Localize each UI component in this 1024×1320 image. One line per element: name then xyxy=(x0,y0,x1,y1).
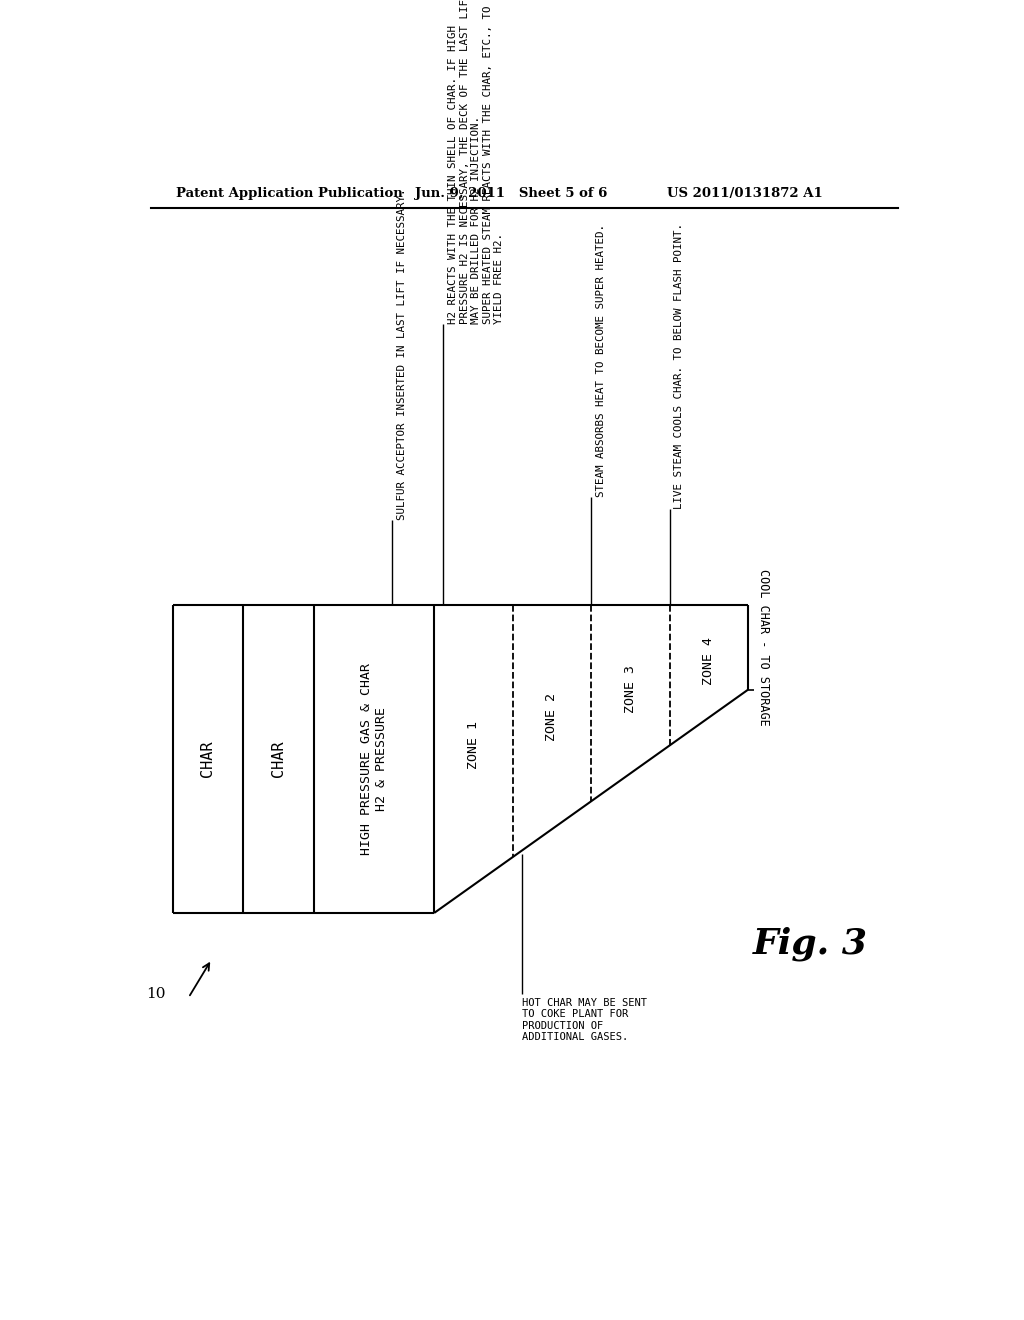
Text: STEAM ABSORBS HEAT TO BECOME SUPER HEATED.: STEAM ABSORBS HEAT TO BECOME SUPER HEATE… xyxy=(596,224,606,498)
Text: LIVE STEAM COOLS CHAR. TO BELOW FLASH POINT.: LIVE STEAM COOLS CHAR. TO BELOW FLASH PO… xyxy=(674,223,684,508)
Text: ZONE 1: ZONE 1 xyxy=(467,721,480,770)
Text: H2 REACTS WITH THE THIN SHELL OF CHAR. IF HIGH
PRESSURE H2 IS NECESSARY, THE DEC: H2 REACTS WITH THE THIN SHELL OF CHAR. I… xyxy=(449,0,505,323)
Text: HOT CHAR MAY BE SENT
TO COKE PLANT FOR
PRODUCTION OF
ADDITIONAL GASES.: HOT CHAR MAY BE SENT TO COKE PLANT FOR P… xyxy=(522,998,647,1043)
Text: CHAR: CHAR xyxy=(201,741,215,777)
Text: 10: 10 xyxy=(145,987,165,1001)
Text: Fig. 3: Fig. 3 xyxy=(753,927,867,961)
Text: ZONE 2: ZONE 2 xyxy=(546,693,558,741)
Text: SULFUR ACCEPTOR INSERTED IN LAST LIFT IF NECESSARY.: SULFUR ACCEPTOR INSERTED IN LAST LIFT IF… xyxy=(396,189,407,520)
Text: ZONE 4: ZONE 4 xyxy=(702,638,716,685)
Text: HIGH PRESSURE GAS & CHAR
H2 & PRESSURE: HIGH PRESSURE GAS & CHAR H2 & PRESSURE xyxy=(360,663,388,855)
Text: Jun. 9, 2011   Sheet 5 of 6: Jun. 9, 2011 Sheet 5 of 6 xyxy=(415,186,607,199)
Text: COOL CHAR - TO STORAGE: COOL CHAR - TO STORAGE xyxy=(758,569,770,726)
Text: US 2011/0131872 A1: US 2011/0131872 A1 xyxy=(667,186,822,199)
Text: CHAR: CHAR xyxy=(271,741,286,777)
Text: Patent Application Publication: Patent Application Publication xyxy=(176,186,402,199)
Text: ZONE 3: ZONE 3 xyxy=(624,665,637,713)
